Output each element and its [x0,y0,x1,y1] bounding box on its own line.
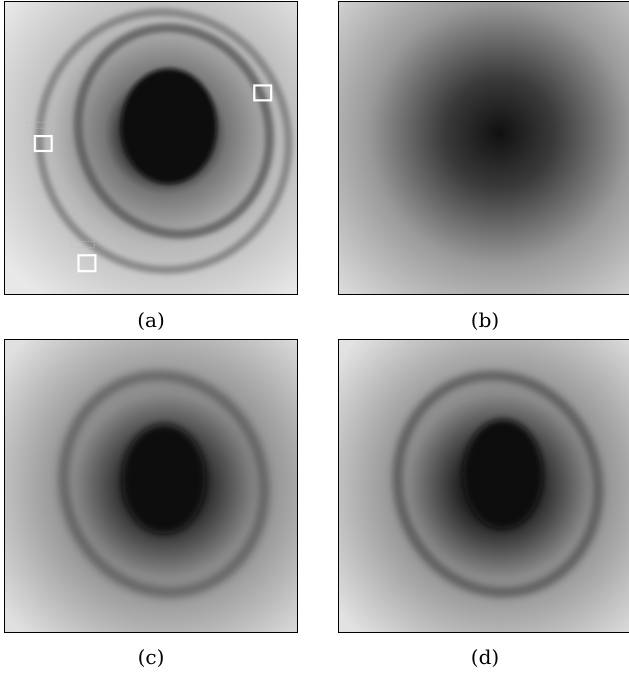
marker-label-3 [70,240,95,248]
caption-a: (a) [137,308,165,332]
galaxy-image-c [5,340,297,632]
galaxy-image-d [339,340,629,632]
caption-d: (d) [470,645,500,669]
image-frame-c [4,339,298,633]
marker-box-3 [77,254,97,273]
marker-box-1 [253,84,273,102]
image-frame-b [338,1,629,295]
image-frame-d [338,339,629,633]
caption-b: (b) [470,308,500,332]
image-frame-a [4,1,298,295]
galaxy-image-b [339,2,629,294]
marker-label-2 [26,121,52,129]
galaxy-image-a [5,2,297,294]
caption-c: (c) [137,645,165,669]
marker-box-2 [33,134,53,153]
